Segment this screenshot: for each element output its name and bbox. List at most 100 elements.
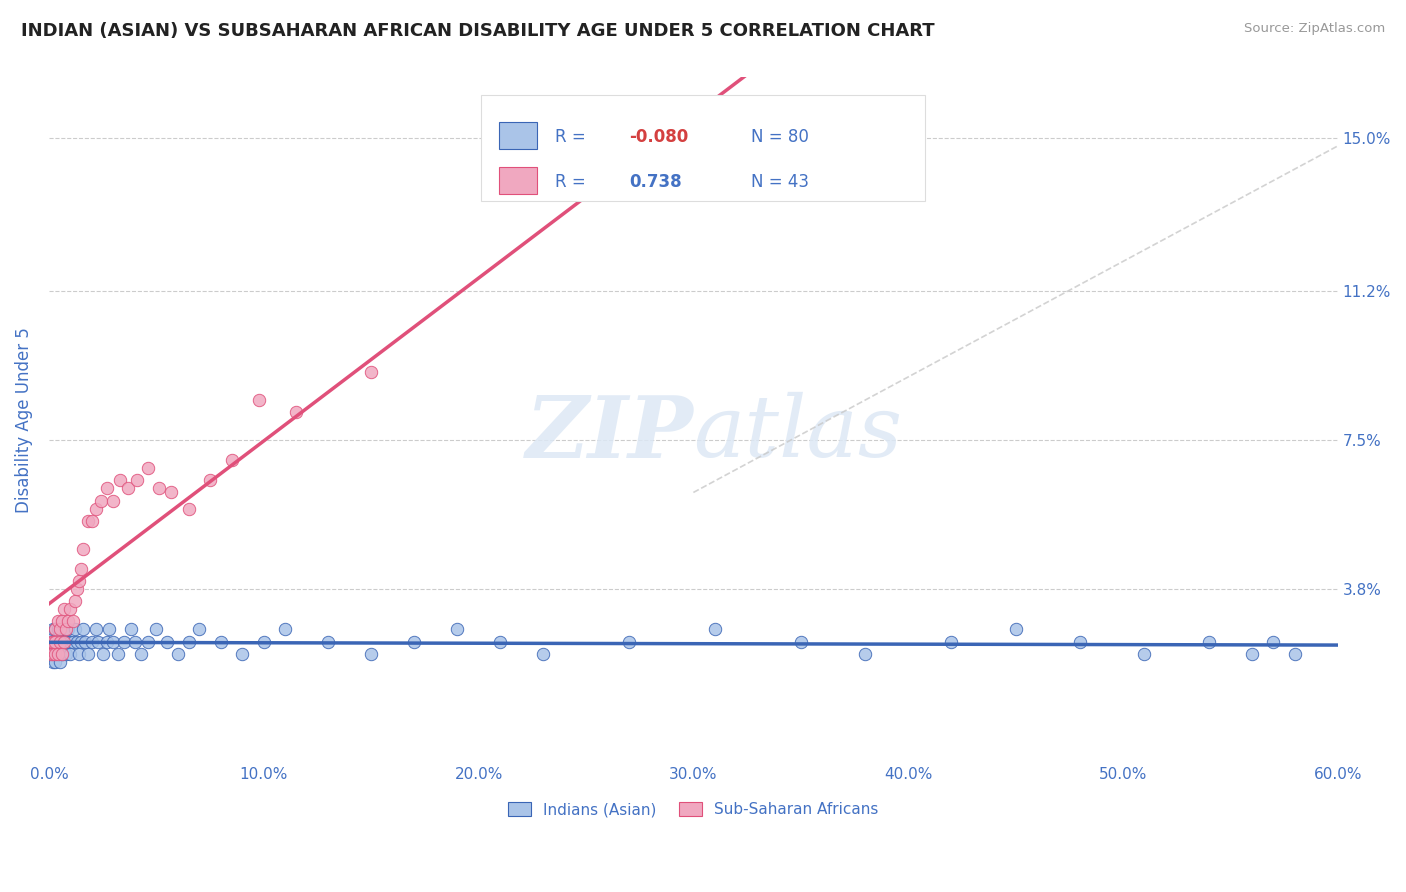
Point: [44, 623, 66, 637]
Point: [42, 634, 65, 648]
Point: [131, 647, 153, 661]
Point: [51, 647, 73, 661]
Point: [1069, 634, 1091, 648]
Point: [108, 474, 131, 488]
Point: [112, 634, 135, 648]
Text: atlas: atlas: [693, 392, 903, 475]
Point: [63, 623, 86, 637]
Point: [46, 647, 69, 661]
Point: [48, 634, 70, 648]
Point: [285, 405, 308, 419]
Point: [125, 474, 148, 488]
Point: [103, 634, 125, 648]
Point: [1240, 647, 1263, 661]
Point: [58, 623, 80, 637]
Point: [177, 501, 200, 516]
Point: [145, 623, 167, 637]
Point: [42, 634, 65, 648]
Point: [84, 623, 107, 637]
Point: [120, 623, 142, 637]
Point: [703, 623, 725, 637]
Point: [44, 647, 66, 661]
Point: [84, 501, 107, 516]
Point: [70, 562, 93, 576]
Point: [46, 647, 69, 661]
Point: [124, 634, 146, 648]
Point: [103, 493, 125, 508]
Point: [117, 482, 139, 496]
Point: [51, 623, 73, 637]
Point: [87, 634, 110, 648]
Y-axis label: Disability Age Under 5: Disability Age Under 5: [15, 327, 32, 513]
Point: [253, 634, 276, 648]
Point: [939, 634, 962, 648]
Point: [44, 655, 66, 669]
Point: [188, 623, 211, 637]
Point: [59, 602, 82, 616]
Point: [48, 626, 70, 640]
Point: [48, 639, 70, 653]
Point: [44, 634, 66, 648]
Point: [249, 392, 271, 407]
Point: [51, 647, 73, 661]
Point: [221, 453, 243, 467]
Point: [177, 634, 200, 648]
Point: [48, 655, 70, 669]
Text: R =: R =: [555, 128, 592, 146]
Point: [66, 634, 89, 648]
Text: Source: ZipAtlas.com: Source: ZipAtlas.com: [1244, 22, 1385, 36]
Point: [48, 634, 70, 648]
Point: [231, 647, 253, 661]
Bar: [499, 122, 537, 149]
Text: N = 80: N = 80: [751, 128, 810, 146]
Point: [42, 655, 65, 669]
Point: [790, 634, 813, 648]
Point: [70, 634, 93, 648]
Point: [44, 647, 66, 661]
Point: [67, 574, 90, 588]
Text: -0.080: -0.080: [628, 128, 688, 146]
Point: [316, 634, 339, 648]
Point: [89, 493, 111, 508]
Point: [156, 634, 179, 648]
Text: R =: R =: [555, 173, 592, 191]
Point: [46, 623, 69, 637]
Text: INDIAN (ASIAN) VS SUBSAHARAN AFRICAN DISABILITY AGE UNDER 5 CORRELATION CHART: INDIAN (ASIAN) VS SUBSAHARAN AFRICAN DIS…: [21, 22, 935, 40]
Point: [166, 647, 188, 661]
Point: [72, 541, 94, 556]
Text: 0.738: 0.738: [628, 173, 682, 191]
Point: [53, 634, 76, 648]
Point: [48, 647, 70, 661]
Point: [1263, 634, 1285, 648]
Point: [1004, 623, 1026, 637]
Point: [62, 634, 84, 648]
Point: [39, 634, 62, 648]
Point: [136, 461, 159, 475]
Point: [55, 634, 77, 648]
Point: [44, 639, 66, 653]
Point: [1133, 647, 1156, 661]
Point: [58, 634, 80, 648]
Point: [44, 623, 66, 637]
Point: [76, 514, 98, 528]
Point: [46, 631, 69, 645]
Point: [72, 623, 94, 637]
Point: [1284, 647, 1306, 661]
Point: [80, 634, 103, 648]
Point: [91, 647, 114, 661]
FancyBboxPatch shape: [481, 95, 925, 201]
Point: [66, 582, 89, 597]
Point: [96, 634, 118, 648]
Point: [76, 647, 98, 661]
Point: [67, 647, 90, 661]
Point: [42, 647, 65, 661]
Point: [55, 623, 77, 637]
Point: [853, 647, 876, 661]
Point: [404, 634, 426, 648]
Point: [136, 634, 159, 648]
Point: [148, 482, 170, 496]
Point: [617, 634, 640, 648]
Point: [96, 482, 118, 496]
Point: [53, 602, 76, 616]
Point: [98, 623, 121, 637]
